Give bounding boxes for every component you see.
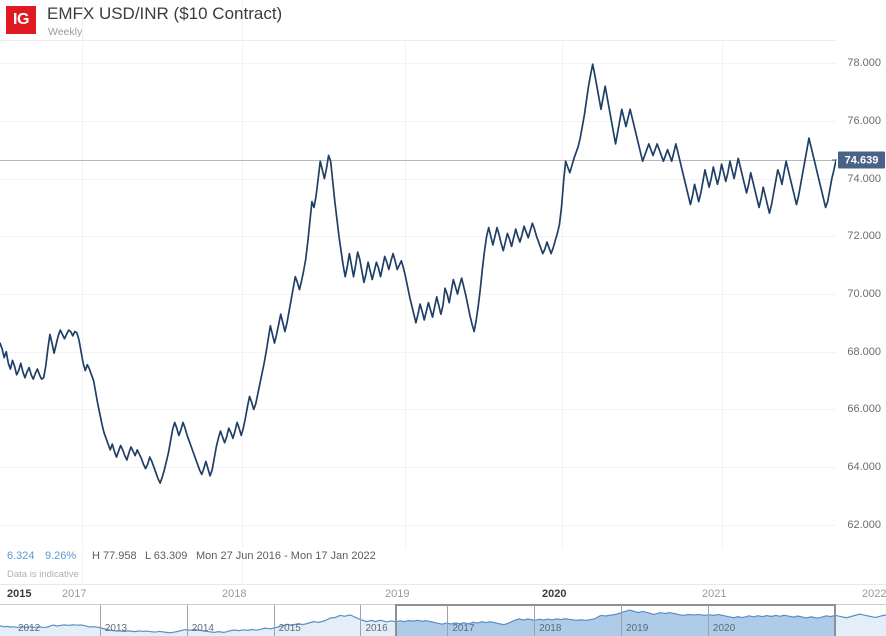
x-axis[interactable]: 2015 2017 2018 2019 2020 2021 2022: [0, 584, 886, 604]
y-tick-label: 72.000: [847, 230, 881, 243]
y-tick-label: 78.000: [847, 57, 881, 70]
navigator-year-tick: [99, 605, 101, 636]
page-title: EMFX USD/INR ($10 Contract): [47, 4, 283, 23]
navigator-year-label: 2017: [452, 623, 475, 634]
y-tick-label: 62.000: [847, 518, 881, 531]
h-gridline: [0, 120, 836, 122]
h-gridline: [0, 63, 836, 65]
navigator-year-tick: [186, 605, 188, 636]
navigator-year-label: 2013: [104, 623, 128, 634]
y-tick-label: 64.000: [847, 461, 881, 474]
y-tick-label: 74.000: [847, 172, 881, 185]
chart-plot-wrapper: [0, 40, 886, 548]
y-tick-label: 68.000: [847, 345, 881, 358]
navigator-year-tick: [360, 605, 362, 636]
navigator-year-label: 2018: [539, 623, 562, 634]
chart-plot-area[interactable]: [0, 40, 836, 548]
navigator-year-label: 2016: [365, 623, 388, 634]
y-tick-label: 70.000: [847, 288, 881, 300]
navigator-year-tick: [534, 605, 536, 636]
navigator-selection-top-edge: [395, 604, 836, 606]
current-price-badge: 74.639: [838, 151, 885, 169]
h-gridline: [0, 467, 836, 469]
infobar-divider-2: [242, 550, 243, 584]
change-percent: 9.26%: [45, 550, 77, 562]
y-axis[interactable]: 78.000 76.000 74.000 72.000 70.000 68.000 66.0…: [832, 40, 886, 548]
data-disclaimer: Data is indicative: [7, 569, 79, 580]
price-series-svg: [0, 63, 836, 484]
navigator-handle-left[interactable]: [395, 604, 397, 636]
navigator-year-label: 2012: [18, 623, 41, 634]
price-line: [0, 63, 836, 484]
change-value: 6.324: [7, 550, 35, 562]
navigator-year-label: 2020: [712, 623, 736, 634]
v-gridline: [242, 40, 243, 548]
date-range: Mon 27 Jun 2016 - Mon 17 Jan 2022: [196, 550, 376, 562]
x-tick-label: 2021: [702, 588, 727, 600]
ig-logo: IG: [6, 6, 36, 34]
navigator-overview-svg: [0, 609, 886, 636]
navigator-year-tick: [447, 605, 449, 636]
navigator-year-tick: [621, 605, 623, 636]
plot-top-border: [0, 40, 836, 41]
y-tick-label: 76.000: [847, 114, 881, 127]
navigator-year-label: 2015: [278, 623, 301, 634]
v-gridline: [722, 40, 723, 548]
low-value: L 63.309: [145, 550, 188, 562]
v-gridline: [82, 40, 83, 548]
h-gridline: [0, 351, 836, 353]
navigator-year-tick: [707, 605, 709, 636]
v-gridline: [562, 40, 563, 548]
x-tick-label: 2015: [7, 588, 32, 600]
chart-interval-label: Weekly: [48, 26, 83, 38]
high-value: H 77.958: [92, 550, 137, 562]
x-tick-label: 2017: [62, 588, 87, 600]
navigator-line: [0, 609, 886, 634]
y-tick-label: 66.000: [847, 403, 881, 416]
x-tick-label: 2022: [862, 588, 886, 600]
range-navigator[interactable]: 2012 2013 2014 2015 2016 2017 2018 2019 2020: [0, 604, 886, 636]
x-tick-label: 2018: [222, 588, 247, 600]
navigator-year-label: 2014: [191, 623, 214, 634]
x-tick-label: 2019: [385, 588, 410, 600]
navigator-year-label: 2019: [626, 623, 649, 634]
header-divider-1: [82, 0, 83, 40]
h-gridline: [0, 178, 836, 180]
h-gridline: [0, 524, 836, 526]
navigator-year-tick: [273, 605, 275, 636]
navigator-handle-right[interactable]: [834, 604, 836, 636]
x-tick-label: 2020: [542, 588, 567, 600]
current-price-line: [0, 160, 836, 162]
infobar-divider-1: [82, 550, 83, 584]
header-divider-2: [242, 0, 243, 40]
chart-header: IG EMFX USD/INR ($10 Contract) Weekly: [0, 0, 886, 40]
h-gridline: [0, 409, 836, 411]
h-gridline: [0, 294, 836, 295]
current-price-tick: [832, 159, 837, 161]
h-gridline: [0, 236, 836, 238]
v-gridline: [405, 40, 406, 548]
chart-info-bar: 6.324 9.26% H 77.958 L 63.309 Mon 27 Jun…: [0, 550, 886, 584]
